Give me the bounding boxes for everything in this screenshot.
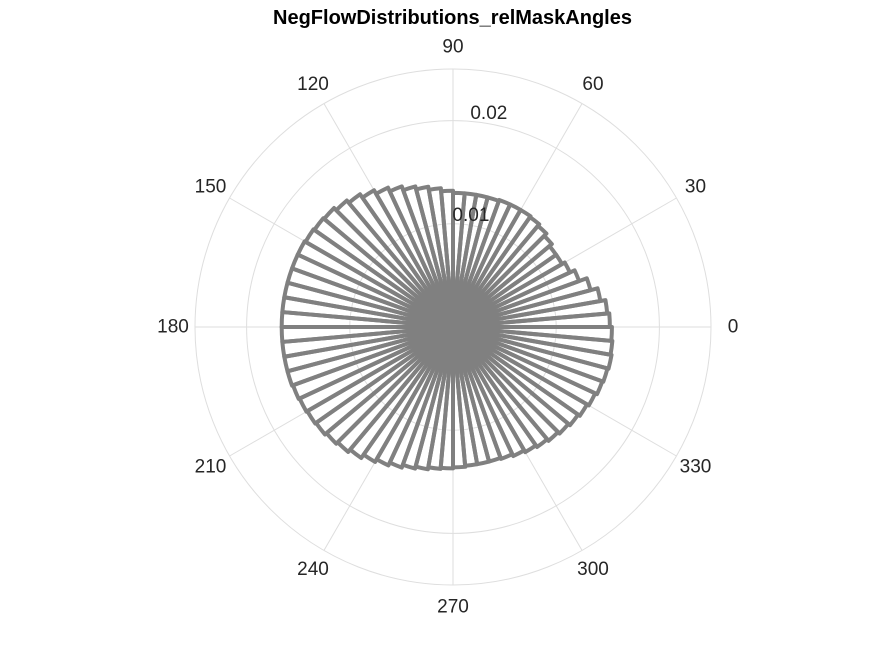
chart-title: NegFlowDistributions_relMaskAngles [273, 7, 632, 29]
histogram-bar [451, 268, 582, 329]
histogram-bar [335, 325, 455, 454]
angle-tick-label: 240 [297, 559, 329, 580]
axis-labels: 0 30 60 90 120 150 180 210 240 270 300 330 0.01 0.02 [157, 37, 738, 618]
angle-tick-label: 330 [680, 457, 712, 478]
radial-tick-label: 0.02 [470, 103, 507, 124]
histogram-bar [451, 298, 610, 329]
angle-tick-label: 150 [195, 177, 227, 198]
histogram-bar [400, 325, 455, 471]
histogram-bar [374, 325, 455, 468]
histogram-bar [348, 325, 455, 461]
angle-tick-label: 180 [157, 317, 189, 338]
histogram-bar [451, 286, 603, 329]
angle-tick-label: 0 [728, 317, 739, 338]
angle-tick-label: 210 [195, 457, 227, 478]
angle-tick-label: 60 [582, 74, 603, 95]
histogram-bar [451, 260, 572, 329]
angle-tick-label: 300 [577, 559, 609, 580]
histogram-bar [413, 325, 455, 472]
histogram-bar [451, 325, 614, 343]
radial-tick-label: 0.01 [452, 205, 489, 226]
histogram-bar [387, 325, 455, 470]
histogram-bars [279, 184, 615, 472]
histogram-bar [314, 325, 455, 437]
histogram-bar [361, 325, 455, 464]
angle-tick-label: 270 [437, 597, 469, 618]
histogram-bar [451, 276, 593, 329]
histogram-bar [324, 325, 455, 446]
angle-tick-label: 90 [442, 37, 463, 58]
angle-tick-label: 30 [685, 177, 706, 198]
angle-tick-label: 120 [297, 74, 329, 95]
